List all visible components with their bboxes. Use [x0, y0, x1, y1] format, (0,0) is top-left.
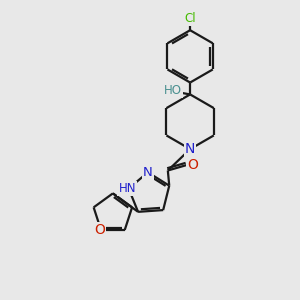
Text: Cl: Cl: [184, 12, 196, 26]
Text: N: N: [143, 166, 153, 179]
Text: HO: HO: [164, 84, 182, 98]
Text: HN: HN: [118, 182, 136, 195]
Text: O: O: [94, 223, 105, 237]
Text: N: N: [185, 142, 195, 156]
Text: O: O: [188, 158, 198, 172]
